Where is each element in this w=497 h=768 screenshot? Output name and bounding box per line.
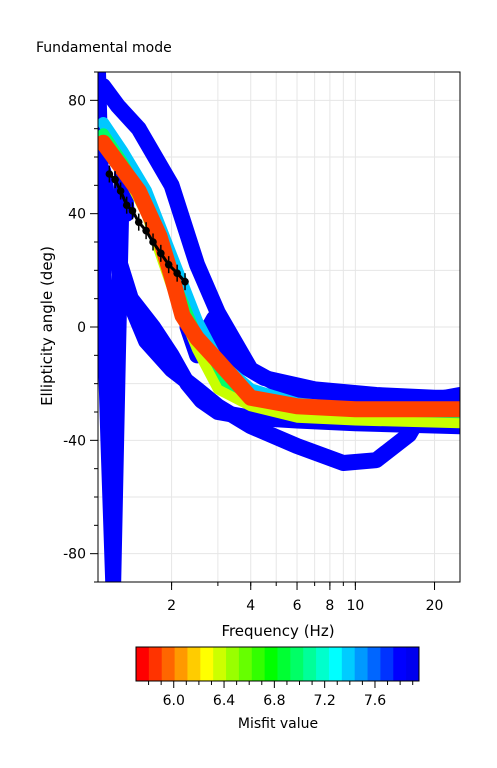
colorbar-tick-label: 6.8 (263, 693, 285, 709)
observed-point (105, 170, 114, 178)
colorbar-swatch (328, 647, 343, 681)
colorbar-swatch (174, 647, 188, 681)
observed-point (111, 175, 119, 184)
colorbar-swatch (200, 647, 214, 681)
observed-point (142, 226, 150, 235)
colorbar-swatch (161, 647, 176, 681)
colorbar-swatch (354, 647, 369, 681)
colorbar-swatch (264, 647, 278, 681)
x-axis-label: Frequency (Hz) (221, 622, 334, 640)
observed-point (181, 277, 189, 286)
x-axis: 2 4 6 8 10 20 (167, 582, 443, 614)
colorbar-swatch (277, 647, 291, 681)
colorbar-swatch (380, 647, 394, 681)
colorbar-swatch (148, 647, 163, 681)
x-tick-label: 6 (293, 598, 302, 614)
x-tick-label: 8 (325, 598, 334, 614)
y-tick-label: 0 (77, 320, 86, 336)
observed-point (116, 187, 125, 195)
colorbar-swatch (393, 647, 407, 681)
colorbar-tick-label: 7.6 (364, 693, 386, 709)
colorbar-tick-label: 7.2 (314, 693, 336, 709)
observed-point (128, 207, 137, 215)
colorbar-swatch (406, 647, 420, 681)
colorbar-swatch (238, 647, 253, 681)
observed-point (157, 249, 165, 258)
colorbar: 6.0 6.4 6.8 7.2 7.6 (135, 646, 420, 709)
colorbar-swatch (213, 647, 227, 681)
colorbar-swatch (136, 647, 150, 681)
y-axis-label: Ellipticity angle (deg) (38, 246, 56, 406)
colorbar-frame (135, 646, 420, 682)
colorbar-swatch (290, 647, 304, 681)
observed-point (173, 269, 181, 277)
observed-point (149, 238, 157, 246)
colorbar-swatch (251, 647, 266, 681)
misfit-curve (98, 191, 460, 471)
y-tick-label: -40 (63, 433, 86, 449)
colorbar-label: Misfit value (238, 716, 318, 732)
y-tick-label: 40 (68, 207, 86, 223)
colorbar-swatch (367, 647, 381, 681)
colorbar-swatch (187, 647, 201, 681)
x-tick-label: 10 (346, 598, 364, 614)
plot-area (98, 72, 460, 582)
colorbar-swatch (226, 647, 240, 681)
x-tick-label: 4 (246, 598, 255, 614)
observed-point (122, 201, 131, 209)
x-tick-label: 2 (167, 598, 176, 614)
colorbar-swatch (341, 647, 356, 681)
colorbar-tick-label: 6.0 (163, 693, 185, 709)
misfit-curve (98, 134, 460, 418)
y-tick-label: -80 (63, 547, 86, 563)
y-tick-label: 80 (68, 93, 86, 109)
observed-point (164, 260, 173, 269)
x-tick-label: 20 (426, 598, 444, 614)
y-axis: -80 -40 0 40 80 (63, 71, 98, 583)
observed-point (134, 218, 143, 226)
chart-title: Fundamental mode (36, 40, 172, 56)
colorbar-swatch (316, 647, 330, 681)
colorbar-tick-label: 6.4 (213, 693, 235, 709)
colorbar-swatch (303, 647, 317, 681)
